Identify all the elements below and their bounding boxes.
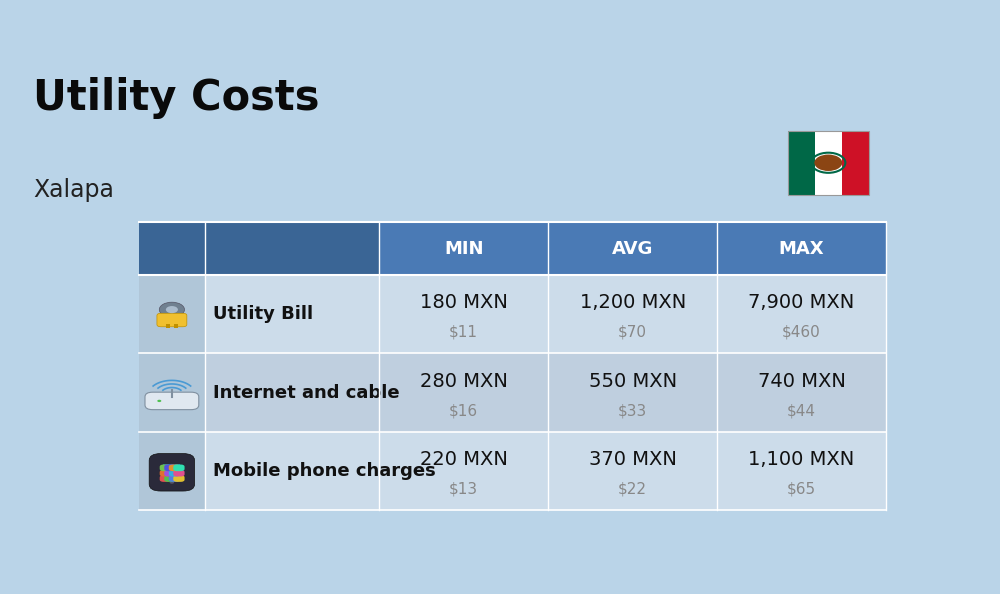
FancyBboxPatch shape [788,131,815,195]
Text: $22: $22 [618,482,647,497]
FancyBboxPatch shape [139,432,886,510]
Text: $460: $460 [782,325,821,340]
Text: $11: $11 [449,325,478,340]
Text: Xalapa: Xalapa [33,178,114,202]
FancyBboxPatch shape [164,470,176,476]
Text: Mobile phone charges: Mobile phone charges [213,462,435,480]
Circle shape [814,154,842,171]
Text: $65: $65 [787,482,816,497]
FancyBboxPatch shape [166,324,170,328]
FancyBboxPatch shape [169,465,180,471]
Text: MAX: MAX [779,239,824,258]
FancyBboxPatch shape [164,465,176,471]
Text: 180 MXN: 180 MXN [420,293,508,312]
Text: $70: $70 [618,325,647,340]
FancyBboxPatch shape [160,465,171,471]
FancyBboxPatch shape [139,432,205,510]
FancyBboxPatch shape [157,313,187,327]
Text: 7,900 MXN: 7,900 MXN [748,293,855,312]
Text: 220 MXN: 220 MXN [420,450,508,469]
FancyBboxPatch shape [139,353,205,432]
Circle shape [170,481,174,484]
Circle shape [157,400,161,402]
Circle shape [159,302,184,317]
Text: 1,200 MXN: 1,200 MXN [580,293,686,312]
FancyBboxPatch shape [173,465,185,471]
Text: $33: $33 [618,403,647,418]
FancyBboxPatch shape [139,353,886,432]
Text: 280 MXN: 280 MXN [420,372,508,391]
FancyBboxPatch shape [139,222,379,275]
FancyBboxPatch shape [842,131,869,195]
Text: MIN: MIN [444,239,483,258]
Text: AVG: AVG [612,239,653,258]
Circle shape [166,306,178,313]
Text: $16: $16 [449,403,478,418]
FancyBboxPatch shape [145,392,199,410]
Text: Internet and cable: Internet and cable [213,384,399,402]
FancyBboxPatch shape [139,275,886,353]
FancyBboxPatch shape [169,470,180,476]
FancyBboxPatch shape [160,475,171,482]
FancyBboxPatch shape [173,475,185,482]
Text: Utility Costs: Utility Costs [33,77,320,119]
FancyBboxPatch shape [149,454,195,491]
Text: 740 MXN: 740 MXN [758,372,846,391]
FancyBboxPatch shape [139,275,205,353]
Text: 370 MXN: 370 MXN [589,450,677,469]
Text: Utility Bill: Utility Bill [213,305,313,323]
FancyBboxPatch shape [173,470,185,476]
FancyBboxPatch shape [174,324,178,328]
FancyBboxPatch shape [160,470,171,476]
Text: 1,100 MXN: 1,100 MXN [748,450,855,469]
Text: $13: $13 [449,482,478,497]
FancyBboxPatch shape [815,131,842,195]
FancyBboxPatch shape [163,464,180,481]
Text: 550 MXN: 550 MXN [589,372,677,391]
FancyBboxPatch shape [164,475,176,482]
FancyBboxPatch shape [139,222,886,275]
FancyBboxPatch shape [169,475,180,482]
Text: $44: $44 [787,403,816,418]
